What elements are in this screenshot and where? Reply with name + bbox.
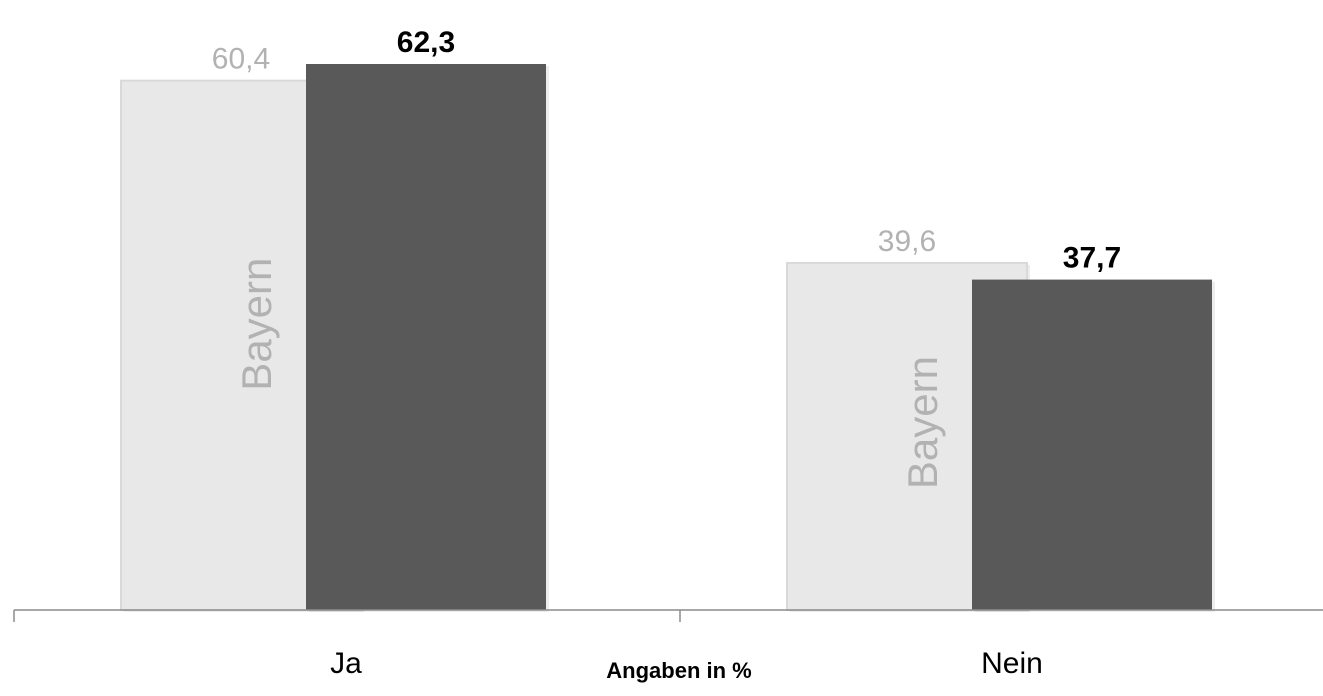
category-label-nein: Nein <box>981 647 1043 680</box>
in-bar-label-ja: Bayern <box>233 258 280 391</box>
data-label-nein-series-2: 37,7 <box>1063 242 1121 275</box>
data-label-nein-series-1: 39,6 <box>878 225 936 258</box>
category-label-ja: Ja <box>330 647 362 680</box>
bar-nein-series-2 <box>972 279 1212 610</box>
bar-ja-series-2 <box>306 64 546 610</box>
data-label-ja-series-1: 60,4 <box>212 43 270 76</box>
in-bar-label-nein: Bayern <box>899 356 946 489</box>
x-axis-title: Angaben in % <box>606 658 752 683</box>
data-label-ja-series-2: 62,3 <box>397 26 455 59</box>
